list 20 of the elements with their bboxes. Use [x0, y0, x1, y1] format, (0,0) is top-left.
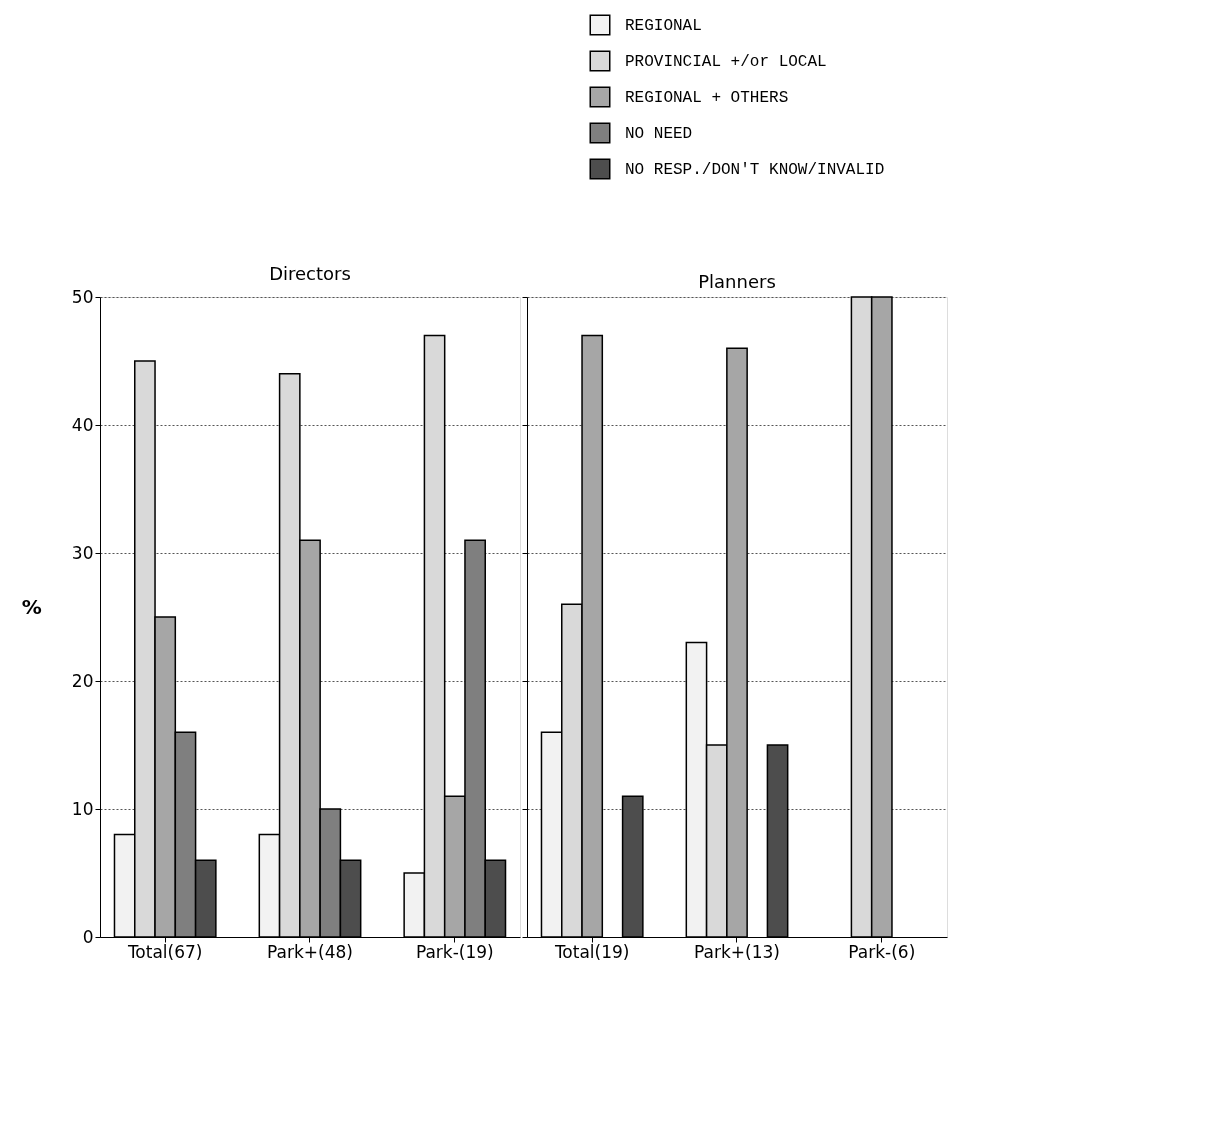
legend-label: REGIONAL + OTHERS — [625, 89, 789, 107]
y-tick-label: 50 — [71, 286, 94, 307]
chart-title: Planners — [698, 271, 776, 293]
y-tick-label: 40 — [71, 414, 94, 435]
y-tick-label: 0 — [82, 926, 94, 947]
y-tick-label: 10 — [71, 798, 94, 819]
x-tick-label: Park+(13) — [694, 941, 780, 962]
y-tick-label: 20 — [71, 670, 94, 691]
legend-label: NO NEED — [625, 125, 693, 143]
y-tick-label: 30 — [71, 542, 94, 563]
legend-label: NO RESP./DON'T KNOW/INVALID — [625, 161, 885, 179]
x-tick-label: Total(19) — [553, 941, 630, 962]
x-tick-label: Park-(19) — [415, 941, 494, 962]
chart-title: Directors — [269, 263, 351, 284]
x-tick-label: Park+(48) — [267, 941, 353, 962]
y-axis-title: % — [21, 594, 42, 619]
x-tick-label: Total(67) — [126, 941, 203, 962]
legend-label: PROVINCIAL +/or LOCAL — [625, 53, 827, 71]
x-tick-label: Park-(6) — [848, 941, 916, 962]
legend-label: REGIONAL — [625, 17, 702, 35]
